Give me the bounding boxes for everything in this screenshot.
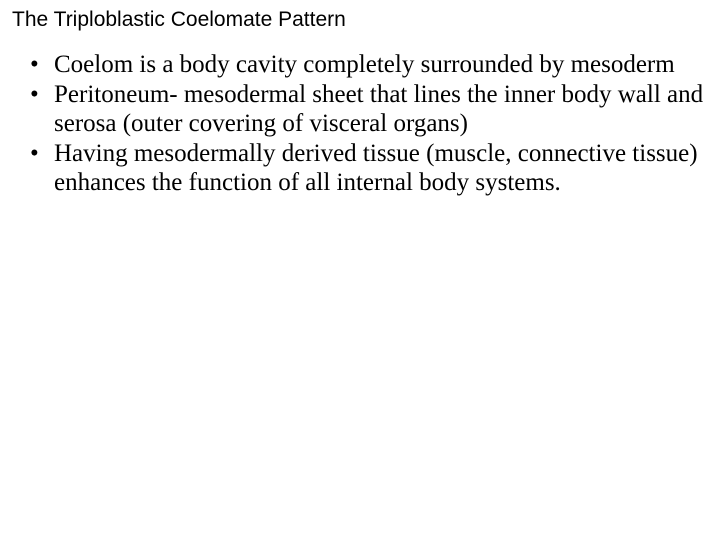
slide-container: The Triploblastic Coelomate Pattern Coel… (0, 0, 720, 540)
bullet-item: Having mesodermally derived tissue (musc… (40, 139, 708, 198)
bullet-list: Coelom is a body cavity completely surro… (12, 50, 708, 198)
bullet-item: Peritoneum- mesodermal sheet that lines … (40, 80, 708, 139)
slide-title: The Triploblastic Coelomate Pattern (12, 8, 708, 32)
bullet-item: Coelom is a body cavity completely surro… (40, 50, 708, 80)
